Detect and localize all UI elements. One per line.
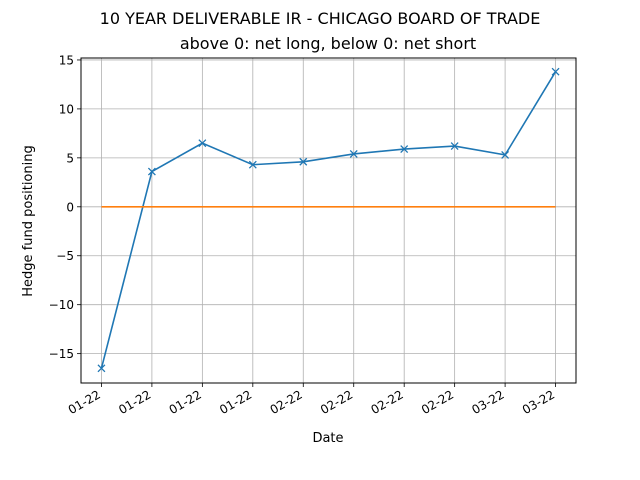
data-point-marker (248, 160, 257, 169)
data-point-marker (198, 139, 207, 148)
data-point-marker (97, 364, 106, 373)
data-point-marker (349, 149, 358, 158)
y-tick-label: −5 (56, 249, 74, 263)
chart-title: 10 YEAR DELIVERABLE IR - CHICAGO BOARD O… (100, 9, 541, 28)
data-point-marker (400, 145, 409, 153)
y-tick-label: −10 (49, 298, 74, 312)
y-tick-label: −15 (49, 347, 74, 361)
data-point-marker (147, 167, 156, 176)
data-point-marker (551, 67, 560, 76)
y-tick-label: 5 (66, 151, 74, 165)
plot-frame (80, 57, 577, 384)
data-point-marker (299, 157, 308, 166)
x-axis-label: Date (312, 431, 343, 446)
y-axis-label: Hedge fund positioning (21, 145, 36, 296)
series-line-1 (100, 71, 557, 369)
y-tick-label: 10 (59, 102, 74, 116)
y-tick-label: 15 (59, 53, 74, 67)
data-point-marker (501, 150, 510, 159)
series-layer (97, 67, 560, 373)
chart-subtitle: above 0: net long, below 0: net short (180, 34, 476, 53)
data-point-marker (450, 142, 459, 151)
y-tick-label: 0 (66, 200, 74, 214)
